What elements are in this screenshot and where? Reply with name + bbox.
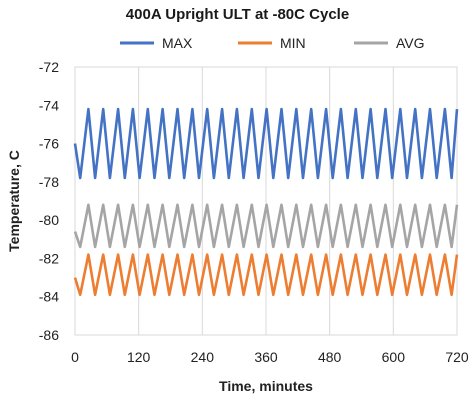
y-tick-label: -82 — [39, 250, 59, 266]
series-lines — [73, 107, 459, 297]
x-tick-label: 240 — [191, 349, 215, 365]
legend-label-avg: AVG — [396, 35, 425, 51]
y-axis-title: Temperature, C — [6, 150, 22, 252]
x-tick-label: 600 — [382, 349, 406, 365]
series-line-max — [73, 107, 459, 180]
legend: MAX MIN AVG — [120, 35, 425, 51]
y-tick-label: -80 — [39, 212, 59, 228]
y-tick-label: -84 — [39, 289, 59, 305]
series-line-min — [73, 253, 459, 297]
x-tick-label: 120 — [127, 349, 151, 365]
y-tick-label: -76 — [39, 136, 59, 152]
series-line-avg — [73, 203, 459, 249]
x-tick-label: 360 — [254, 349, 278, 365]
y-tick-label: -78 — [39, 174, 59, 190]
x-tick-label: 480 — [318, 349, 342, 365]
gridlines — [74, 67, 458, 335]
y-tick-label: -74 — [39, 97, 59, 113]
plot-area-frame — [74, 66, 458, 336]
y-tick-label: -86 — [39, 327, 59, 343]
legend-label-min: MIN — [280, 35, 306, 51]
chart-title: 400A Upright ULT at -80C Cycle — [125, 6, 350, 23]
x-axis-title: Time, minutes — [219, 378, 313, 394]
legend-label-max: MAX — [162, 35, 193, 51]
y-tick-labels: -72 -74 -76 -78 -80 -82 -84 -86 — [39, 59, 59, 343]
x-tick-label: 720 — [445, 349, 469, 365]
y-tick-label: -72 — [39, 59, 59, 75]
x-tick-labels: 0 120 240 360 480 600 720 — [71, 349, 469, 365]
x-tick-label: 0 — [71, 349, 79, 365]
